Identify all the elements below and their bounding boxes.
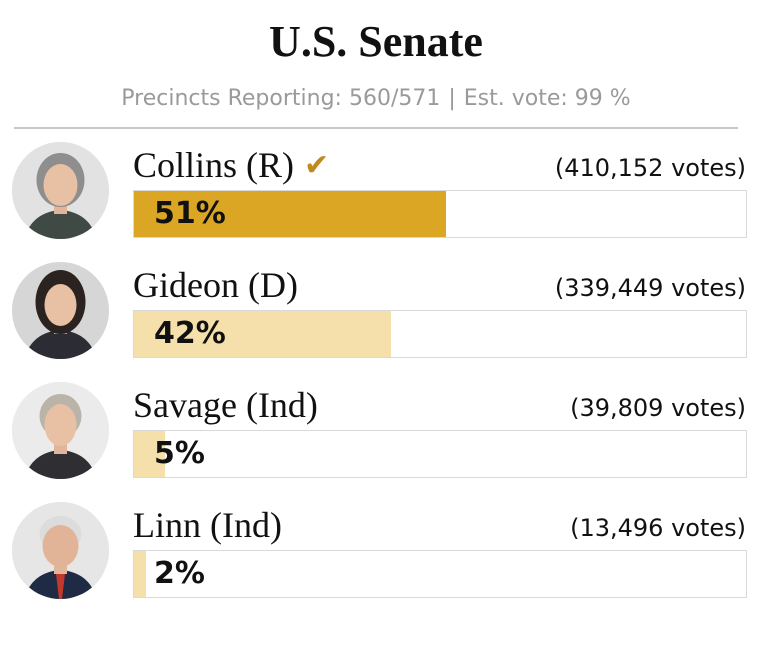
result-bar-fill: [134, 311, 391, 357]
vote-percentage: 2%: [154, 556, 205, 591]
result-bar-fill: [134, 431, 165, 477]
estimated-vote: Est. vote: 99 %: [463, 86, 631, 111]
vote-percentage: 51%: [154, 196, 226, 231]
vote-count: (13,496 votes): [570, 514, 746, 542]
candidate-photo: [12, 142, 109, 239]
result-bar-fill: [134, 191, 446, 237]
candidate-name-text: Linn (Ind): [133, 505, 282, 545]
candidate-name-text: Gideon (D): [133, 265, 298, 305]
candidate-name-text: Savage (Ind): [133, 385, 318, 425]
vote-count: (339,449 votes): [554, 274, 746, 302]
candidate-photo: [12, 502, 109, 599]
page-title: U.S. Senate: [269, 17, 483, 66]
candidate-row: Savage (Ind) (39,809 votes) 5%: [0, 382, 782, 502]
result-bar: 42%: [133, 310, 747, 358]
result-bar: 51%: [133, 190, 747, 238]
header-divider: [14, 127, 738, 129]
winner-check-icon: ✔: [304, 148, 330, 183]
candidate-name: Linn (Ind): [133, 504, 282, 546]
precincts-reporting: Precincts Reporting: 560/571: [121, 86, 441, 111]
candidate-name-text: Collins (R): [133, 145, 295, 185]
vote-count: (39,809 votes): [570, 394, 746, 422]
candidate-name: Gideon (D): [133, 264, 298, 306]
reporting-status: Precincts Reporting: 560/571 | Est. vote: …: [0, 84, 752, 114]
vote-percentage: 42%: [154, 316, 226, 351]
result-bar: 5%: [133, 430, 747, 478]
result-bar: 2%: [133, 550, 747, 598]
vote-percentage: 5%: [154, 436, 205, 471]
candidate-row: Gideon (D) (339,449 votes) 42%: [0, 262, 782, 382]
candidate-photo: [12, 262, 109, 359]
status-separator: |: [448, 86, 456, 111]
candidate-name: Collins (R) ✔: [133, 144, 329, 189]
candidate-name: Savage (Ind): [133, 384, 318, 426]
candidate-row: Collins (R) ✔ (410,152 votes) 51%: [0, 142, 782, 262]
vote-count: (410,152 votes): [554, 154, 746, 182]
candidate-photo: [12, 382, 109, 479]
candidate-row: Linn (Ind) (13,496 votes) 2%: [0, 502, 782, 622]
result-bar-fill: [134, 551, 146, 597]
